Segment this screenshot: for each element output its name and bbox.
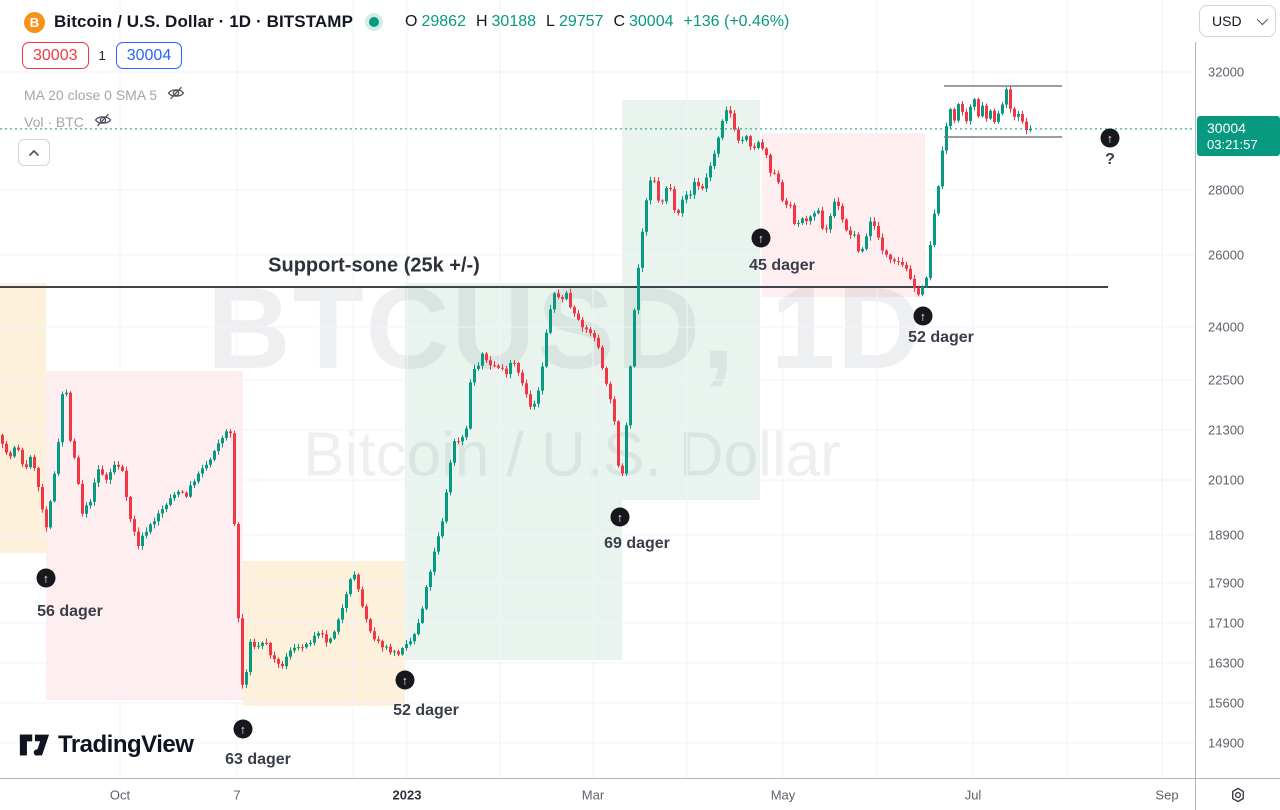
sell-price-button[interactable]: 30003 — [22, 42, 89, 69]
annotation-label[interactable]: 52 dager — [393, 702, 459, 719]
bar-countdown: 03:21:57 — [1207, 136, 1258, 152]
chart-pane[interactable] — [0, 0, 1195, 778]
open-label: O — [405, 13, 418, 30]
tradingview-logo-mark — [19, 734, 50, 756]
chevron-down-icon — [1256, 13, 1269, 26]
time-axis-label: May — [770, 787, 796, 802]
price-tick-label: 28000 — [1208, 182, 1245, 198]
time-axis-label: Sep — [1155, 787, 1179, 802]
candlesticks-series — [1, 86, 1032, 689]
price-tick-label: 17900 — [1208, 575, 1245, 591]
price-tick-label: 24000 — [1208, 319, 1245, 335]
symbol-title[interactable]: Bitcoin / U.S. Dollar · 1D · BITSTAMP — [54, 12, 354, 31]
buy-sell-row: 30003 1 30004 — [22, 42, 183, 69]
close-label: C — [613, 13, 625, 30]
time-axis-label: Oct — [109, 787, 131, 802]
high-label: H — [475, 13, 488, 30]
gear-icon[interactable] — [1229, 786, 1247, 804]
annotation-label[interactable]: 69 dager — [604, 535, 670, 552]
currency-selector-button[interactable]: USD — [1199, 5, 1276, 37]
legend-collapse-button[interactable] — [18, 139, 50, 166]
price-tick-label: 26000 — [1208, 247, 1245, 263]
time-axis-label: Mar — [581, 787, 605, 802]
support-zone-label[interactable]: Support-sone (25k +/-) — [268, 254, 480, 277]
time-axis-label: 2023 — [392, 787, 422, 802]
time-axis-label: 7 — [233, 787, 241, 802]
watermark-name-text: Bitcoin / U.S. Dollar — [303, 420, 841, 490]
arrow-up-circle-icon[interactable]: ↑ — [1100, 128, 1120, 148]
spread-value: 1 — [98, 48, 106, 63]
highlight-zones — [0, 100, 925, 706]
price-tick-label: 16300 — [1208, 655, 1245, 671]
price-axis-border — [1195, 42, 1196, 810]
ma-indicator-label: MA 20 close 0 SMA 5 — [24, 86, 158, 103]
price-tick-label: 20100 — [1208, 472, 1245, 488]
ma-indicator-row[interactable]: MA 20 close 0 SMA 5 — [24, 83, 186, 106]
time-axis-border — [0, 778, 1280, 779]
annotation-label[interactable]: 45 dager — [749, 257, 815, 274]
price-tick-label: 32000 — [1208, 64, 1245, 80]
annotation-label[interactable]: 56 dager — [37, 603, 103, 620]
change-value: +136 (+0.46%) — [683, 13, 790, 30]
arrow-up-circle-icon[interactable]: ↑ — [913, 306, 933, 326]
currency-label: USD — [1212, 13, 1242, 29]
buy-price-button[interactable]: 30004 — [115, 42, 183, 69]
market-open-status-dot[interactable] — [369, 17, 380, 27]
eye-off-icon[interactable] — [93, 110, 113, 133]
arrow-up-circle-icon[interactable]: ↑ — [751, 228, 771, 248]
annotation-label[interactable]: ? — [1105, 151, 1115, 168]
time-axis[interactable]: Oct 7 2023 Mar May Jul Sep — [0, 779, 1195, 810]
legend-symbol-row: B Bitcoin / U.S. Dollar · 1D · BITSTAMP … — [24, 9, 795, 35]
low-value: 29757 — [558, 13, 604, 30]
last-price-value: 30004 — [1207, 119, 1246, 136]
volume-indicator-label: Vol · BTC — [24, 113, 84, 130]
annotation-label[interactable]: 63 dager — [225, 751, 291, 768]
high-value: 30188 — [491, 13, 537, 30]
open-value: 29862 — [421, 13, 466, 30]
price-tick-label: 15600 — [1208, 695, 1245, 711]
tradingview-logo[interactable]: TradingView — [18, 731, 194, 759]
arrow-up-circle-icon[interactable]: ↑ — [36, 568, 56, 588]
arrow-up-circle-icon[interactable]: ↑ — [233, 719, 253, 739]
bitcoin-icon: B — [24, 11, 45, 33]
low-label: L — [546, 13, 555, 30]
price-tick-label: 22500 — [1208, 372, 1245, 388]
grid-lines — [0, 0, 1195, 778]
ohlc-values: O 29862 H 30188 L 29757 C 30004 +136 (+0.46%… — [405, 13, 795, 31]
annotation-label[interactable]: 52 dager — [908, 329, 974, 346]
price-tick-label: 21300 — [1208, 422, 1245, 438]
chevron-up-icon — [28, 149, 40, 156]
price-tick-label: 18900 — [1208, 527, 1245, 543]
scale-settings-corner[interactable] — [1196, 779, 1280, 810]
last-price-label: 30004 03:21:57 — [1197, 115, 1280, 156]
volume-indicator-row[interactable]: Vol · BTC — [24, 110, 113, 133]
arrow-up-circle-icon[interactable]: ↑ — [395, 670, 415, 690]
eye-off-icon[interactable] — [166, 83, 186, 106]
close-value: 30004 — [629, 13, 674, 30]
tradingview-logo-text: TradingView — [58, 731, 194, 758]
price-tick-label: 17100 — [1208, 615, 1245, 631]
price-axis[interactable]: USD 32000 28000 26000 24000 22500 21300 20100 1… — [1195, 0, 1280, 778]
arrow-up-circle-icon[interactable]: ↑ — [610, 507, 630, 527]
time-axis-label: Jul — [964, 787, 982, 802]
price-tick-label: 14900 — [1208, 735, 1245, 751]
